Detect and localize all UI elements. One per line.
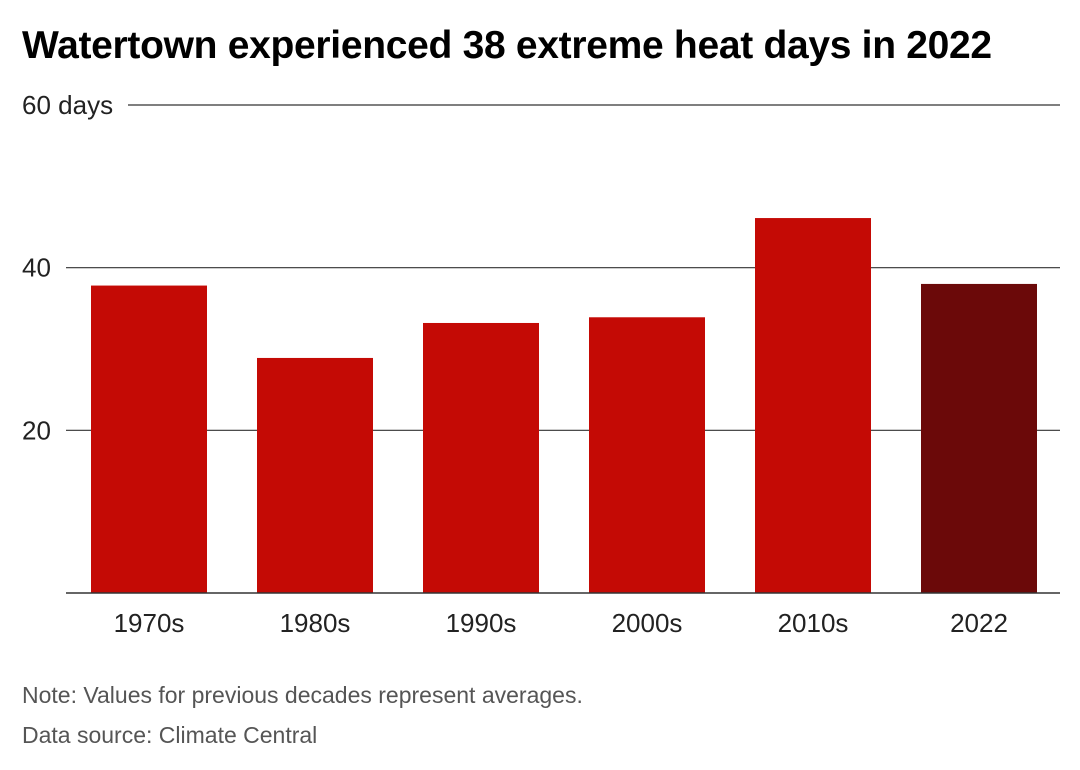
x-tick-label-1970s: 1970s (114, 608, 185, 638)
x-tick-label-2000s: 2000s (612, 608, 683, 638)
x-tick-label-2010s: 2010s (778, 608, 849, 638)
y-tick-label-20: 20 (22, 415, 51, 445)
bar-1990s (423, 322, 539, 593)
bar-1980s (257, 357, 373, 593)
gridlines: 20 40 60 days (22, 90, 1060, 445)
y-tick-label-40: 40 (22, 253, 51, 283)
y-tick-label-60: 60 days (22, 90, 113, 120)
chart-title: Watertown experienced 38 extreme heat da… (22, 24, 992, 67)
x-tick-label-1980s: 1980s (280, 608, 351, 638)
bar-2010s (755, 218, 871, 593)
bar-chart: 20 40 60 days 1970s 1980s 1990s 2000s 2010s 202… (22, 90, 1060, 638)
x-tick-label-2022: 2022 (950, 608, 1008, 638)
bar-1970s (91, 285, 207, 593)
x-axis-labels: 1970s 1980s 1990s 2000s 2010s 2022 (114, 608, 1008, 638)
bar-2022 (921, 283, 1037, 593)
data-source: Data source: Climate Central (22, 722, 318, 748)
chart-note: Note: Values for previous decades repres… (22, 682, 583, 708)
bars (91, 218, 1037, 593)
bar-2000s (589, 317, 705, 593)
x-tick-label-1990s: 1990s (446, 608, 517, 638)
